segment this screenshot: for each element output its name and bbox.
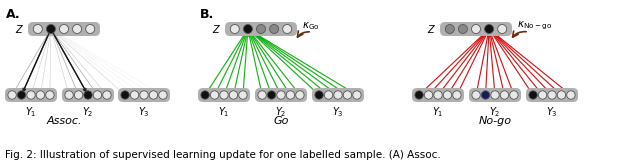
Circle shape <box>84 91 92 99</box>
Circle shape <box>121 91 129 99</box>
Circle shape <box>131 91 139 99</box>
Circle shape <box>220 91 228 99</box>
Circle shape <box>509 91 518 99</box>
Circle shape <box>444 91 452 99</box>
FancyBboxPatch shape <box>62 88 114 102</box>
FancyBboxPatch shape <box>5 88 57 102</box>
Circle shape <box>343 91 351 99</box>
Circle shape <box>566 91 575 99</box>
FancyBboxPatch shape <box>118 88 170 102</box>
Text: Fig. 2: Illustration of supervised learning update for one labelled sample. (A) : Fig. 2: Illustration of supervised learn… <box>5 150 441 160</box>
Circle shape <box>286 91 294 99</box>
Circle shape <box>557 91 566 99</box>
Circle shape <box>296 91 304 99</box>
Circle shape <box>268 91 276 99</box>
Text: $Z$: $Z$ <box>212 23 221 35</box>
Text: $Y_2$: $Y_2$ <box>275 105 287 119</box>
FancyBboxPatch shape <box>440 22 512 36</box>
Circle shape <box>45 91 54 99</box>
Circle shape <box>27 91 35 99</box>
Circle shape <box>445 24 454 33</box>
FancyBboxPatch shape <box>198 88 250 102</box>
Circle shape <box>239 91 247 99</box>
Text: $Y_3$: $Y_3$ <box>546 105 558 119</box>
Text: $Z$: $Z$ <box>15 23 24 35</box>
Circle shape <box>484 24 493 33</box>
Text: $Y_1$: $Y_1$ <box>218 105 230 119</box>
Circle shape <box>243 24 252 33</box>
Circle shape <box>458 24 467 33</box>
FancyBboxPatch shape <box>526 88 578 102</box>
Circle shape <box>201 91 209 99</box>
Circle shape <box>283 24 292 33</box>
Circle shape <box>500 91 509 99</box>
Circle shape <box>47 24 56 33</box>
Circle shape <box>211 91 219 99</box>
Circle shape <box>315 91 323 99</box>
FancyBboxPatch shape <box>469 88 521 102</box>
Circle shape <box>159 91 167 99</box>
FancyBboxPatch shape <box>255 88 307 102</box>
Circle shape <box>33 24 42 33</box>
FancyBboxPatch shape <box>225 22 297 36</box>
Text: $Y_3$: $Y_3$ <box>332 105 344 119</box>
Circle shape <box>415 91 423 99</box>
Circle shape <box>102 91 111 99</box>
Circle shape <box>74 91 83 99</box>
Circle shape <box>65 91 74 99</box>
Circle shape <box>86 24 95 33</box>
Circle shape <box>434 91 442 99</box>
FancyBboxPatch shape <box>28 22 100 36</box>
Circle shape <box>8 91 16 99</box>
FancyBboxPatch shape <box>312 88 364 102</box>
Circle shape <box>149 91 157 99</box>
Text: $Y_3$: $Y_3$ <box>138 105 150 119</box>
Circle shape <box>258 91 266 99</box>
Circle shape <box>277 91 285 99</box>
Circle shape <box>529 91 538 99</box>
Circle shape <box>257 24 266 33</box>
Text: $Y_2$: $Y_2$ <box>83 105 93 119</box>
Text: Go: Go <box>273 116 289 126</box>
Text: $\kappa_{\mathregular{No-go}}$: $\kappa_{\mathregular{No-go}}$ <box>517 20 552 32</box>
Circle shape <box>472 91 480 99</box>
Circle shape <box>334 91 342 99</box>
FancyBboxPatch shape <box>412 88 464 102</box>
Circle shape <box>269 24 278 33</box>
Circle shape <box>72 24 81 33</box>
Text: $Y_2$: $Y_2$ <box>489 105 500 119</box>
Circle shape <box>36 91 45 99</box>
Circle shape <box>424 91 433 99</box>
Circle shape <box>548 91 556 99</box>
Circle shape <box>229 91 237 99</box>
Circle shape <box>498 24 507 33</box>
Text: A.: A. <box>6 8 20 21</box>
Circle shape <box>481 91 490 99</box>
Text: $Y_1$: $Y_1$ <box>432 105 444 119</box>
Circle shape <box>17 91 26 99</box>
Text: No-go: No-go <box>479 116 511 126</box>
Text: B.: B. <box>200 8 214 21</box>
Circle shape <box>353 91 361 99</box>
Circle shape <box>472 24 481 33</box>
Text: $Y_1$: $Y_1$ <box>25 105 36 119</box>
Circle shape <box>452 91 461 99</box>
Text: $Z$: $Z$ <box>427 23 436 35</box>
Text: Assoc.: Assoc. <box>46 116 82 126</box>
Circle shape <box>93 91 102 99</box>
Text: $\kappa_{\mathregular{Go}}$: $\kappa_{\mathregular{Go}}$ <box>302 20 320 32</box>
Circle shape <box>324 91 333 99</box>
Circle shape <box>230 24 239 33</box>
Circle shape <box>140 91 148 99</box>
Circle shape <box>60 24 68 33</box>
Circle shape <box>538 91 547 99</box>
Circle shape <box>491 91 499 99</box>
